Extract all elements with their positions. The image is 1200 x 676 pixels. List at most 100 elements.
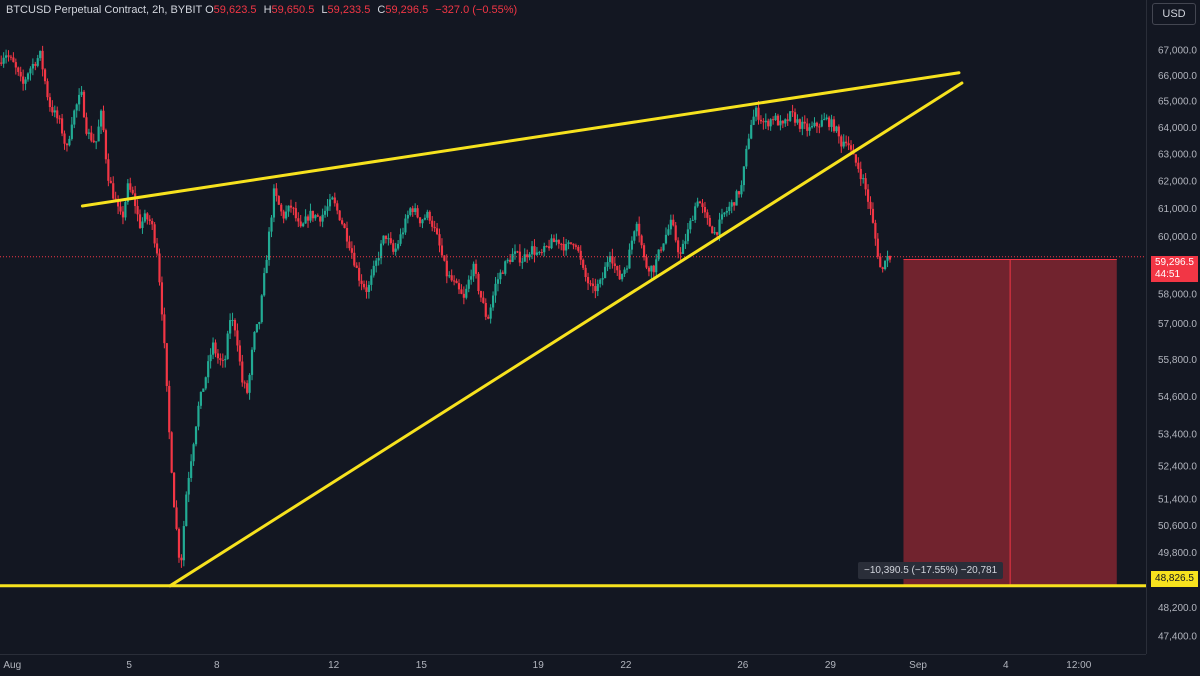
price-tick-label: 50,600.0 [1158,521,1197,532]
candle-body [762,121,765,123]
candle-body [0,62,3,64]
price-tick-label: 64,000.0 [1158,123,1197,134]
candle-body [277,195,280,205]
candle-body [134,193,137,207]
candle-body [747,138,750,149]
ohlc-low-value: 59,233.5 [327,4,371,16]
trendline-support-rising [168,81,964,588]
candle-body [41,50,44,70]
candle-body [455,280,458,284]
candle-body [229,320,232,334]
candle-body [640,235,643,246]
candle-body [372,265,375,276]
candle-body [219,358,222,360]
candle-body [148,219,151,221]
candle-body [289,205,293,208]
price-axis-panel [1147,0,1200,676]
candle-body [65,143,69,146]
candle-body [888,255,892,260]
price-tick-label: 60,000.0 [1158,232,1197,243]
candle-body [720,214,724,220]
candle-body [95,141,98,143]
candle-body [589,283,592,285]
candle-body [397,243,400,249]
candle-body [545,246,548,248]
candle-body [389,238,392,244]
candle-body [864,178,867,190]
candle-body [316,215,319,217]
candle-body [34,63,37,66]
candle-body [857,162,860,169]
candle-body [17,67,20,72]
candle-body [806,123,809,131]
currency-button[interactable]: USD [1152,3,1196,25]
candle-body [401,232,405,235]
candle-body [652,265,655,273]
candle-body [246,383,249,393]
candle-body [876,238,879,257]
candle-body [776,115,780,126]
candle-body [594,286,597,292]
candle-body [440,245,444,256]
candle-body [24,79,27,84]
candle-body [438,234,441,246]
price-tick-label: 52,400.0 [1158,462,1197,473]
candle-body [672,219,675,226]
candle-body [613,263,616,267]
candle-body [26,73,30,80]
candle-body [287,205,290,212]
candles-layer [0,45,892,568]
time-tick-label: Sep [909,660,927,671]
candle-body [521,261,524,263]
candle-body [874,222,877,239]
candle-body [365,287,368,292]
candle-body [58,118,61,120]
candle-body [435,228,439,235]
candle-body [679,252,682,254]
candle-body [190,461,193,478]
price-tick-label: 61,000.0 [1158,204,1197,215]
candle-body [175,507,178,529]
candle-body [462,293,465,298]
ohlc-close-label: C [377,4,386,16]
candle-body [9,56,13,58]
candle-body [236,330,239,346]
candle-body [75,104,78,111]
price-tick-label: 57,000.0 [1158,319,1197,330]
candle-body [586,277,590,284]
candle-body [309,210,312,221]
candle-body [465,288,468,298]
candle-body [759,119,763,122]
candle-body [87,132,90,134]
candle-body [238,345,241,362]
candle-body [711,226,714,234]
time-tick-label: 12 [328,660,340,671]
candle-body [353,252,356,266]
candle-body [499,272,502,280]
candle-body [584,267,587,278]
candle-body [163,314,166,344]
candle-body [662,243,665,251]
candle-body [428,211,431,221]
candle-body [131,189,134,194]
candle-body [209,354,212,362]
time-tick-label: 19 [533,660,545,671]
price-tick-label: 53,400.0 [1158,430,1197,441]
candle-body [733,202,736,206]
price-tick-label: 66,000.0 [1158,71,1197,82]
candle-body [321,214,324,222]
candle-body [825,117,828,119]
candle-body [107,159,110,181]
candle-body [608,256,612,263]
candle-body [681,243,685,254]
candle-body [260,295,263,323]
candle-body [628,249,631,269]
candle-body [630,240,633,250]
candle-body [207,361,210,378]
candle-body [370,275,373,285]
candle-body [426,211,429,218]
candle-body [757,107,760,120]
candle-body [472,263,475,277]
